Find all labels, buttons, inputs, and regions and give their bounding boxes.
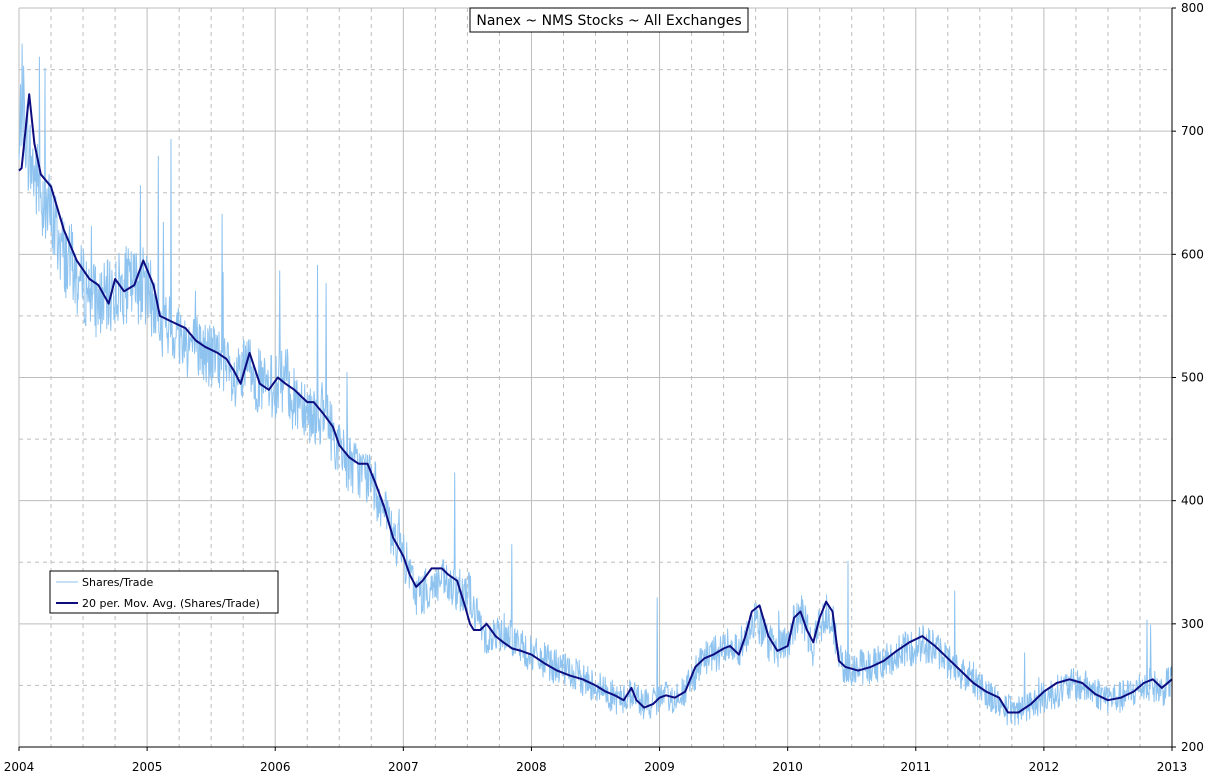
y-tick-label: 700	[1181, 124, 1204, 138]
x-tick-label: 2006	[260, 760, 291, 774]
x-tick-label: 2013	[1157, 760, 1188, 774]
y-tick-label: 800	[1181, 1, 1204, 15]
x-tick-label: 2008	[516, 760, 547, 774]
x-tick-label: 2010	[772, 760, 803, 774]
legend-border	[49, 570, 279, 614]
y-tick-label: 200	[1181, 740, 1204, 754]
x-tick-label: 2007	[388, 760, 419, 774]
series-line-1	[18, 93, 1173, 714]
x-tick-label: 2004	[4, 760, 35, 774]
chart-title-box: Nanex ~ NMS Stocks ~ All Exchanges	[469, 7, 749, 33]
chart-title: Nanex ~ NMS Stocks ~ All Exchanges	[476, 13, 741, 29]
series-line-0	[18, 43, 1173, 726]
x-tick-label: 2011	[901, 760, 932, 774]
x-tick-label: 2009	[644, 760, 675, 774]
axis-layer: 2004 2005 2006 2007 2008 2009 2010 2011 2012 2013…	[4, 1, 1204, 774]
x-tick-label: 2005	[132, 760, 163, 774]
series-layer	[18, 43, 1173, 726]
chart-title-border	[469, 7, 749, 33]
legend-label-moving-average: 20 per. Mov. Avg. (Shares/Trade)	[82, 597, 260, 610]
y-tick-label: 600	[1181, 247, 1204, 261]
y-tick-label: 400	[1181, 494, 1204, 508]
y-tick-label: 500	[1181, 371, 1204, 385]
y-tick-label: 300	[1181, 617, 1204, 631]
legend-label-shares-trade: Shares/Trade	[82, 576, 154, 589]
x-tick-label: 2012	[1029, 760, 1060, 774]
legend: Shares/Trade 20 per. Mov. Avg. (Shares/T…	[49, 570, 279, 614]
